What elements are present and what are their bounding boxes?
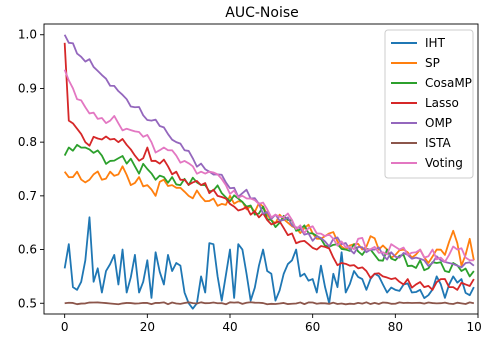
series-line-iht [63,216,475,310]
x-tick-label: 100 [467,320,482,334]
x-tick-label: 80 [388,320,403,334]
legend: IHT SP CosaMP Lasso OMP ISTA Voting [384,29,474,179]
y-tick-label: 1.0 [18,28,37,42]
legend-label-cosamp: CosaMP [425,76,472,90]
axes-frame [43,23,479,315]
y-tick-label: 0.8 [18,135,37,149]
x-tick-label: 60 [305,320,320,334]
legend-label-lasso: Lasso [425,96,459,110]
x-tick-label: 20 [140,320,155,334]
series-line-ista [64,301,475,306]
x-tick-label: 40 [222,320,237,334]
y-tick-label: 0.6 [18,243,37,257]
x-tick-label: 0 [61,320,69,334]
legend-label-ista: ISTA [425,136,452,150]
legend-label-voting: Voting [425,156,463,170]
axes: 0 20 40 60 80 100 0.5 0.6 0.7 0.8 0.9 1.0 [18,23,482,334]
legend-label-iht: IHT [425,36,446,50]
series-line-omp [63,34,475,269]
legend-box [384,29,474,179]
series-line-cosamp [63,143,475,278]
series-line-voting [63,69,474,263]
series-line-lasso [63,42,475,291]
y-tick-label: 0.9 [18,81,37,95]
y-tick-label: 0.5 [18,296,37,310]
plot-area [63,34,475,310]
legend-label-omp: OMP [425,116,452,130]
y-tick-label: 0.7 [18,189,37,203]
chart-title: AUC-Noise [225,5,299,21]
legend-label-sp: SP [425,56,440,70]
